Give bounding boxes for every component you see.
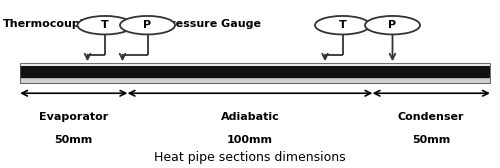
Text: P: P <box>144 20 152 30</box>
Bar <box>20 66 490 78</box>
Text: Heat pipe sections dimensions: Heat pipe sections dimensions <box>154 151 346 164</box>
Text: T: T <box>101 20 109 30</box>
Bar <box>20 63 490 83</box>
Circle shape <box>78 16 132 34</box>
Bar <box>20 63 490 66</box>
Text: 100mm: 100mm <box>227 135 273 145</box>
Bar <box>20 78 490 83</box>
Circle shape <box>120 16 175 34</box>
Text: 50mm: 50mm <box>412 135 451 145</box>
Text: Thermocouple: Thermocouple <box>2 19 92 29</box>
Text: Adiabatic: Adiabatic <box>220 112 280 122</box>
Text: Pressure Gauge: Pressure Gauge <box>162 19 262 29</box>
Text: Condenser: Condenser <box>398 112 464 122</box>
Circle shape <box>315 16 370 34</box>
Text: P: P <box>388 20 396 30</box>
Text: Evaporator: Evaporator <box>39 112 108 122</box>
Text: T: T <box>338 20 346 30</box>
Circle shape <box>365 16 420 34</box>
Text: 50mm: 50mm <box>54 135 93 145</box>
